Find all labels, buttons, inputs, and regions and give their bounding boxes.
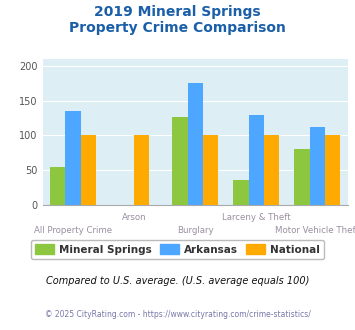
Bar [264, 135, 279, 205]
Bar [294, 149, 310, 205]
Text: © 2025 CityRating.com - https://www.cityrating.com/crime-statistics/: © 2025 CityRating.com - https://www.city… [45, 310, 310, 319]
Bar [50, 167, 66, 205]
Bar [66, 111, 81, 205]
Bar [248, 115, 264, 205]
Bar [173, 117, 187, 205]
Bar [203, 135, 218, 205]
Text: Motor Vehicle Theft: Motor Vehicle Theft [275, 226, 355, 235]
Legend: Mineral Springs, Arkansas, National: Mineral Springs, Arkansas, National [31, 240, 324, 259]
Text: 2019 Mineral Springs: 2019 Mineral Springs [94, 5, 261, 19]
Bar [134, 135, 149, 205]
Text: Compared to U.S. average. (U.S. average equals 100): Compared to U.S. average. (U.S. average … [46, 276, 309, 285]
Bar [188, 83, 203, 205]
Bar [234, 180, 248, 205]
Text: Larceny & Theft: Larceny & Theft [222, 213, 291, 222]
Text: All Property Crime: All Property Crime [34, 226, 112, 235]
Text: Arson: Arson [122, 213, 147, 222]
Bar [81, 135, 96, 205]
Bar [310, 127, 325, 205]
Text: Property Crime Comparison: Property Crime Comparison [69, 21, 286, 35]
Bar [325, 135, 340, 205]
Text: Burglary: Burglary [177, 226, 214, 235]
